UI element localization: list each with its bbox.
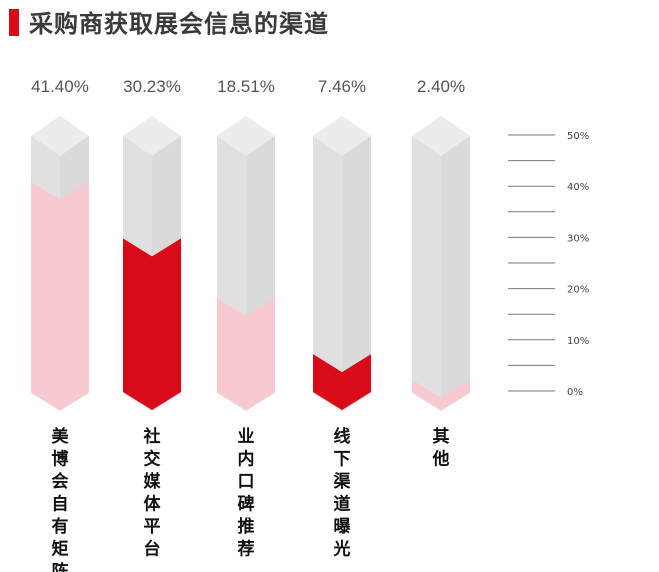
category-label: 其他 — [432, 426, 450, 470]
bar-fill — [123, 238, 181, 410]
value-label: 41.40% — [31, 77, 89, 96]
category-labels-group: 美博会自有矩阵 社交媒体平台 业内口碑推荐 线下渠道曝光 其他 — [52, 426, 450, 572]
title-accent-bar — [9, 9, 19, 36]
y-tick-label: 10% — [567, 336, 589, 347]
category-label: 美博会自有矩阵 — [52, 426, 70, 572]
category-label: 社交媒体平台 — [143, 426, 162, 560]
value-labels-group: 41.40% 30.23% 18.51% 7.46% 2.40% — [31, 77, 465, 96]
bar-track-shade — [342, 136, 371, 410]
bar-3 — [217, 116, 275, 411]
bar-4 — [313, 116, 371, 411]
y-axis: 0% 10% 20% 30% 40% 50% — [508, 131, 589, 398]
bar-1 — [31, 116, 89, 411]
value-label: 2.40% — [417, 77, 465, 96]
y-tick-label: 30% — [567, 233, 589, 244]
category-label: 线下渠道曝光 — [333, 426, 352, 560]
y-tick-label: 0% — [567, 387, 583, 398]
bar-fill — [31, 181, 89, 410]
y-tick-label: 50% — [567, 131, 589, 142]
y-tick-label: 20% — [567, 285, 589, 296]
y-tick-label: 40% — [567, 182, 589, 193]
bar-5 — [412, 116, 470, 411]
bar-track-shade — [441, 136, 470, 410]
bar-fill — [412, 379, 470, 410]
bars-group — [31, 116, 470, 411]
bar-2 — [123, 116, 181, 411]
value-label: 7.46% — [318, 77, 366, 96]
value-label: 30.23% — [123, 77, 181, 96]
category-label: 业内口碑推荐 — [237, 427, 255, 560]
chart-title: 采购商获取展会信息的渠道 — [29, 10, 329, 38]
bar-fill — [217, 297, 275, 410]
value-label: 18.51% — [217, 77, 275, 96]
bar-fill — [313, 354, 371, 410]
